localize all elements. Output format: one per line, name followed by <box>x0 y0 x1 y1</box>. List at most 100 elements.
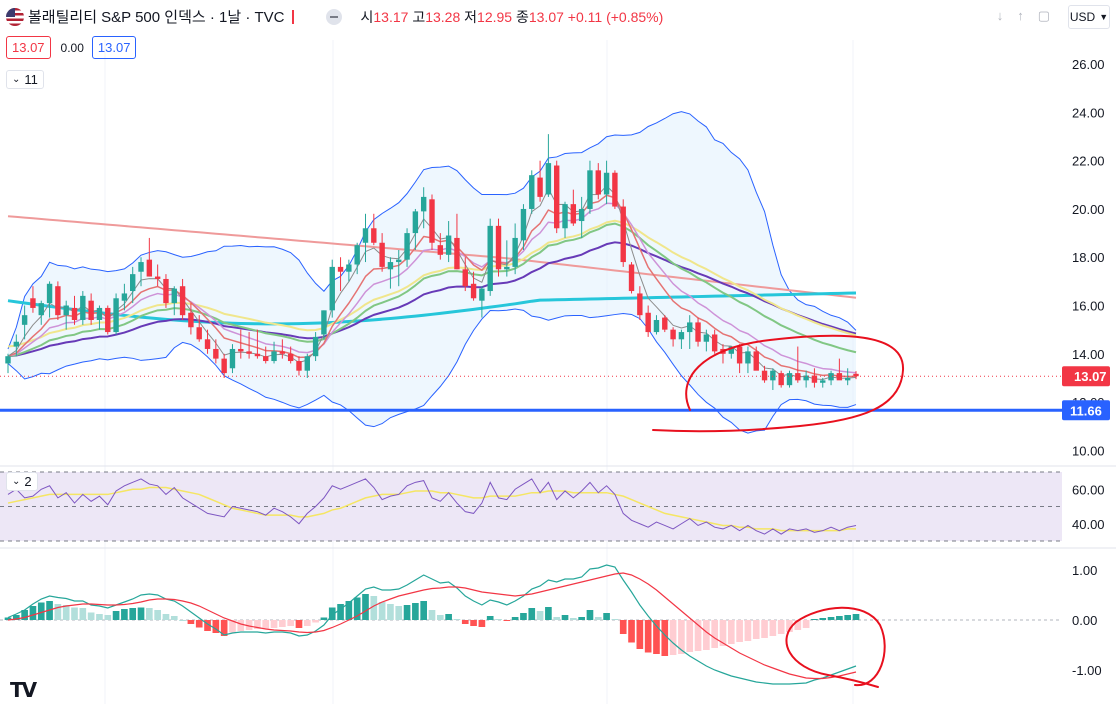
candle-body <box>687 322 693 333</box>
tradingview-logo[interactable]: TV <box>10 678 37 702</box>
candle-body <box>412 211 419 234</box>
macd-histogram-bar <box>703 620 710 650</box>
us-flag-icon <box>6 7 24 26</box>
macd-histogram-bar <box>811 619 818 620</box>
ma-40-line <box>7 222 857 358</box>
low-value: 12.95 <box>477 8 513 25</box>
ma-50-line <box>7 219 857 348</box>
arrow-down-icon[interactable]: ↓ <box>996 8 1004 23</box>
rsi-axis-tick-label: 40.00 <box>1072 517 1105 532</box>
macd-histogram-bar <box>470 620 477 626</box>
rsi-legend-toggle[interactable]: ⌄ 2 <box>6 472 38 491</box>
maximize-icon[interactable]: ▢ <box>1037 8 1050 23</box>
macd-histogram-bar <box>162 614 170 620</box>
candle-body <box>246 351 252 354</box>
macd-histogram-bar <box>777 620 785 634</box>
candle-body <box>529 175 535 209</box>
candle-body <box>695 322 701 342</box>
candle-body <box>396 259 402 263</box>
macd-histogram-bar <box>254 620 261 629</box>
candle-body <box>171 288 177 304</box>
price-axis-tick-label: 26.00 <box>1072 57 1105 72</box>
macd-histogram-bar <box>711 620 718 648</box>
candle-body <box>828 373 834 381</box>
macd-histogram-bar <box>503 620 511 621</box>
rsi-indicator-count: 2 <box>24 474 32 489</box>
indicator-legend-toggle[interactable]: ⌄ 11 <box>6 70 44 89</box>
ma-120-line <box>7 291 857 326</box>
macd-histogram-bar <box>594 617 602 620</box>
macd-histogram-bar <box>29 606 37 620</box>
candle-body <box>445 235 452 255</box>
candle-body <box>761 370 768 381</box>
macd-histogram-bar <box>345 601 353 620</box>
candle-body <box>254 353 261 357</box>
macd-line <box>7 564 857 685</box>
arrow-up-icon[interactable]: ↑ <box>1017 8 1024 23</box>
sell-price-button[interactable]: 13.07 <box>6 36 51 59</box>
candle-body <box>495 225 502 270</box>
macd-histogram-bar <box>370 596 378 620</box>
macd-histogram-bar <box>727 620 735 644</box>
candle-body <box>670 329 676 340</box>
candle-body <box>811 375 818 383</box>
candle-body <box>479 288 485 301</box>
candle-body <box>603 172 610 195</box>
flag-marker-icon[interactable] <box>292 9 295 24</box>
candle-body <box>121 293 128 301</box>
candle-body <box>562 204 568 229</box>
currency-select[interactable]: USD ▼ <box>1068 5 1110 29</box>
macd-histogram-bar <box>644 620 652 653</box>
last-price-tag <box>1062 366 1110 387</box>
candle-body <box>263 356 269 362</box>
macd-histogram-bar <box>694 620 702 651</box>
macd-histogram-bar <box>478 620 486 627</box>
candle-body <box>179 286 186 316</box>
macd-histogram-bar <box>611 619 619 620</box>
macd-histogram-bar <box>453 619 461 620</box>
candle-body <box>196 327 202 340</box>
support-price-tag-label: 11.66 <box>1070 403 1102 418</box>
price-axis-tick-label: 24.00 <box>1072 105 1105 120</box>
macd-histogram-bar <box>761 620 768 638</box>
macd-histogram-bar <box>295 620 303 628</box>
candle-body <box>545 163 552 195</box>
candle-body <box>595 170 601 195</box>
change-value: +0.11 (+0.85%) <box>567 8 664 25</box>
macd-histogram-bar <box>262 620 270 629</box>
macd-axis-tick-label: 1.00 <box>1072 563 1097 578</box>
buy-price-button[interactable]: 13.07 <box>91 36 137 59</box>
candle-body <box>820 380 826 383</box>
candle-body <box>105 307 111 333</box>
macd-histogram-bar <box>836 616 843 620</box>
macd-histogram-bar <box>619 620 627 634</box>
price-axis-tick-label: 16.00 <box>1072 299 1105 314</box>
macd-histogram-bar <box>112 611 120 620</box>
symbol-title[interactable]: 볼래틸리티 S&P 500 인덱스 · 1날 · TVC <box>28 9 285 26</box>
candle-body <box>38 303 44 316</box>
macd-histogram-bar <box>270 620 278 628</box>
macd-histogram-bar <box>603 613 610 620</box>
macd-histogram-bar <box>96 614 103 620</box>
toolbar-icons: ↓ ↑ ▢ <box>997 8 1050 24</box>
rsi-line <box>7 478 857 535</box>
candle-body <box>204 339 211 349</box>
candle-body <box>71 307 78 320</box>
chevron-down-icon: ⌄ <box>12 74 21 85</box>
candle-body <box>420 196 427 212</box>
rsi-ma-line <box>7 486 856 532</box>
macd-histogram-bar <box>362 594 369 620</box>
macd-histogram-bar <box>719 620 727 646</box>
candle-body <box>537 177 543 197</box>
candle-body <box>138 262 144 272</box>
bollinger-lower-line <box>7 308 857 434</box>
macd-histogram-bar <box>736 620 743 642</box>
candle-body <box>844 377 851 381</box>
macd-histogram-bar <box>220 620 228 636</box>
collapse-icon[interactable] <box>326 8 343 25</box>
candle-body <box>736 346 743 364</box>
price-axis-tick-label: 20.00 <box>1072 202 1105 217</box>
candle-body <box>454 237 460 270</box>
candle-body <box>836 373 843 381</box>
